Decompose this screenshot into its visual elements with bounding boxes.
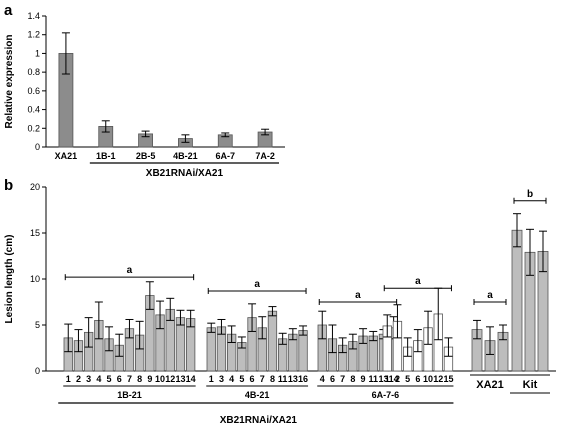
panel-a-y-axis-title: Relative expression — [4, 35, 15, 129]
panel-b-category-label: 3 — [86, 374, 91, 384]
panel-b-y-tick-label: 10 — [30, 274, 40, 284]
panel-b-category-label: 7 — [260, 374, 265, 384]
panel-a-category-label: XA21 — [55, 151, 78, 161]
panel-b-group-name: 6A-7-6 — [372, 390, 400, 400]
panel-b-sig-letter: b — [527, 189, 533, 200]
panel-a-category-label: 1B-1 — [96, 151, 116, 161]
panel-a-category-label: 2B-5 — [136, 151, 156, 161]
panel-a-category-label: 6A-7 — [215, 151, 235, 161]
panel-b-bar — [298, 330, 308, 372]
panel-b-bar — [368, 335, 378, 372]
panel-b-sig-letter: a — [487, 290, 493, 301]
panel-b-category-label: 4 — [320, 374, 325, 384]
panel-b-category-label: 10 — [155, 374, 165, 384]
panel-b-y-tick-label: 15 — [30, 228, 40, 238]
panel-a-y-tick-label: 0.6 — [27, 86, 40, 96]
panel-a-label: a — [4, 2, 13, 19]
panel-b-category-label: 12 — [165, 374, 175, 384]
panel-b-category-label: 5 — [405, 374, 410, 384]
panel-b-category-label: 16 — [298, 374, 308, 384]
panel-b-bar — [267, 310, 278, 372]
panel-b-category-label: 8 — [270, 374, 275, 384]
panel-b-category-label: 14 — [186, 374, 196, 384]
panel-b-label: b — [4, 177, 13, 194]
panel-b-category-label: 8 — [137, 374, 142, 384]
panel-b-category-label: 6 — [117, 374, 122, 384]
panel-a-group-label: XB21RNAi/XA21 — [146, 168, 224, 179]
panel-b-sig-letter: a — [355, 290, 361, 301]
panel-b-y-tick-label: 0 — [35, 366, 40, 376]
panel-b-category-label: 11 — [368, 374, 378, 384]
panel-b-category-label: 11 — [278, 374, 288, 384]
panel-b-sig-letter: a — [415, 276, 421, 287]
panel-b-category-label: 9 — [147, 374, 152, 384]
panel-b-kit-label: Kit — [523, 379, 538, 391]
panel-a-y-tick-label: 0.2 — [27, 123, 40, 133]
panel-b-category-label: 2 — [76, 374, 81, 384]
panel-b-category-label: 5 — [107, 374, 112, 384]
panel-b-group-name: 1B-21 — [117, 390, 142, 400]
panel-b-category-label: 13 — [288, 374, 298, 384]
panel-b-category-label: 12 — [433, 374, 443, 384]
panel-b-category-label: 4 — [96, 374, 101, 384]
panel-b-category-label: 7 — [340, 374, 345, 384]
panel-a-category-label: 7A-2 — [255, 151, 275, 161]
panel-b-category-label: 7 — [127, 374, 132, 384]
panel-b-category-label: 4 — [229, 374, 234, 384]
panel-a-category-label: 4B-21 — [173, 151, 198, 161]
panel-a-y-tick-label: 0.8 — [27, 67, 40, 77]
panel-b-category-label: 1 — [385, 374, 390, 384]
panel-b-category-label: 6 — [330, 374, 335, 384]
panel-b-sig-letter: a — [254, 279, 260, 290]
panel-b-bar — [511, 229, 523, 372]
panel-a-y-tick-label: 1.2 — [27, 30, 40, 40]
panel-b-group-label: XB21RNAi/XA21 — [220, 415, 298, 426]
panel-b-bar — [175, 317, 186, 372]
panel-a-y-tick-label: 1.4 — [27, 11, 40, 21]
panel-b-y-axis-title: Lesion length (cm) — [4, 235, 15, 324]
panel-b-category-label: 1 — [209, 374, 214, 384]
panel-b-category-label: 2 — [395, 374, 400, 384]
panel-b-bar — [206, 327, 216, 372]
panel-b-category-label: 14 — [389, 374, 399, 384]
panel-b-y-tick-label: 5 — [35, 320, 40, 330]
panel-b-xa21-label: XA21 — [476, 379, 504, 391]
panel-b-category-label: 13 — [378, 374, 388, 384]
panel-b-category-label: 8 — [350, 374, 355, 384]
panel-b-sig-letter: a — [127, 265, 133, 276]
panel-a-y-tick-label: 0 — [35, 142, 40, 152]
panel-b-category-label: 15 — [443, 374, 453, 384]
panel-b-category-label: 13 — [175, 374, 185, 384]
panel-b-y-tick-label: 20 — [30, 182, 40, 192]
panel-b-category-label: 1 — [66, 374, 71, 384]
panel-b-category-label: 3 — [219, 374, 224, 384]
panel-b-category-label: 9 — [361, 374, 366, 384]
panel-b-category-label: 10 — [423, 374, 433, 384]
panel-b-category-label: 6 — [415, 374, 420, 384]
panel-a-y-tick-label: 1 — [35, 48, 40, 58]
panel-b-category-label: 6 — [250, 374, 255, 384]
panel-b-group-name: 4B-21 — [245, 390, 270, 400]
panel-a-y-tick-label: 0.4 — [27, 105, 40, 115]
panel-b-category-label: 5 — [239, 374, 244, 384]
